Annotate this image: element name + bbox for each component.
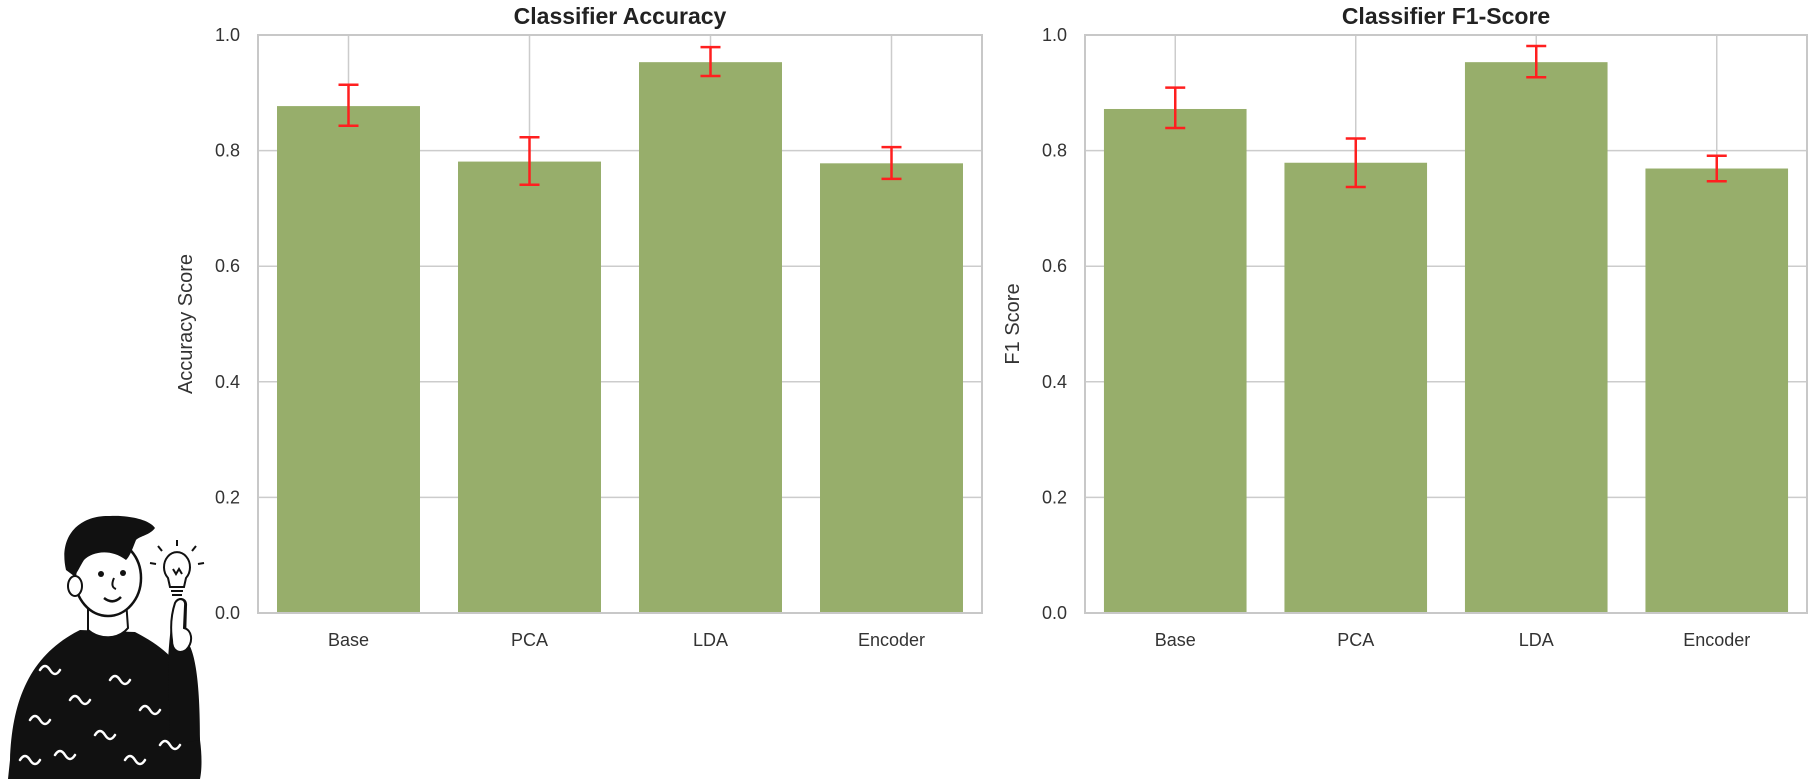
accuracy-xtick-label: LDA (693, 630, 728, 650)
f1-bar-pca (1284, 162, 1428, 613)
accuracy-bar-pca (458, 161, 601, 613)
f1-errorbar-encoder (1706, 154, 1727, 183)
accuracy-ytick-label: 0.8 (215, 141, 240, 161)
f1-ytick-label: 0.6 (1042, 256, 1067, 276)
accuracy-plot-frame (257, 34, 983, 614)
f1-xtick-label: Base (1155, 630, 1196, 650)
accuracy-errorbar-pca (519, 136, 540, 186)
f1-ytick-label: 0.2 (1042, 487, 1067, 507)
f1-bar-encoder (1645, 168, 1789, 613)
f1-ytick-label: 0.8 (1042, 141, 1067, 161)
accuracy-chart-title: Classifier Accuracy (514, 3, 727, 29)
accuracy-bar-encoder (820, 163, 963, 614)
accuracy-ytick-label: 0.2 (215, 487, 240, 507)
f1-errorbar-base (1165, 86, 1186, 130)
accuracy-ytick-label: 0.0 (215, 603, 240, 623)
accuracy-errorbar-encoder (881, 145, 902, 181)
accuracy-xtick-label: PCA (511, 630, 548, 650)
accuracy-ytick-label: 1.0 (215, 25, 240, 45)
accuracy-ytick-label: 0.4 (215, 372, 240, 392)
accuracy-ytick-label: 0.6 (215, 256, 240, 276)
accuracy-chart: 0.0 0.2 0.4 0.6 0.8 1.0 Base PCA LDA Encoder Class… (175, 3, 983, 650)
f1-xtick-label: PCA (1337, 630, 1374, 650)
f1-ytick-label: 1.0 (1042, 25, 1067, 45)
accuracy-xtick-label: Encoder (858, 630, 925, 650)
f1-errorbar-lda (1526, 44, 1547, 79)
f1-y-axis-label: F1 Score (1002, 283, 1024, 364)
f1-xtick-label: LDA (1519, 630, 1554, 650)
accuracy-errorbar-base (338, 83, 359, 127)
accuracy-errorbar-lda (700, 45, 721, 78)
f1-errorbar-pca (1345, 137, 1366, 189)
thinking-person-lightbulb-icon (8, 515, 205, 779)
accuracy-y-axis-label: Accuracy Score (175, 254, 197, 394)
f1-chart-title: Classifier F1-Score (1342, 3, 1550, 29)
f1-ytick-label: 0.0 (1042, 603, 1067, 623)
accuracy-bar-base (277, 106, 420, 614)
accuracy-bar-lda (639, 62, 782, 613)
f1-bar-lda (1464, 62, 1608, 613)
f1-bar-base (1103, 108, 1247, 613)
f1-score-chart: 0.0 0.2 0.4 0.6 0.8 1.0 Base PCA LDA Encoder Class… (1002, 3, 1808, 650)
f1-plot-frame (1084, 34, 1808, 614)
f1-ytick-label: 0.4 (1042, 372, 1067, 392)
accuracy-xtick-label: Base (328, 630, 369, 650)
f1-xtick-label: Encoder (1683, 630, 1750, 650)
